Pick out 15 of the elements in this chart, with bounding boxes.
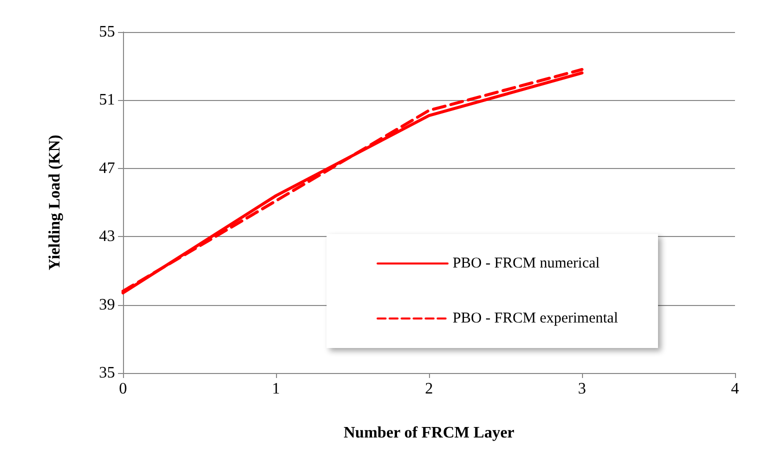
y-tick-label: 55 bbox=[99, 24, 115, 40]
x-tick-label: 4 bbox=[731, 380, 739, 398]
x-tick-label: 2 bbox=[425, 380, 433, 398]
y-axis-title: Yielding Load (KN) bbox=[46, 134, 64, 270]
y-tick-label: 51 bbox=[99, 92, 115, 109]
x-tick-label: 0 bbox=[119, 380, 127, 398]
x-tick-label: 3 bbox=[578, 380, 586, 398]
y-tick-label: 35 bbox=[99, 364, 115, 382]
legend-label: PBO - FRCM experimental bbox=[452, 310, 618, 326]
x-tick-label: 1 bbox=[272, 380, 280, 398]
legend-label: PBO - FRCM numerical bbox=[452, 256, 600, 272]
y-tick-label: 43 bbox=[99, 228, 115, 246]
y-tick-label: 47 bbox=[99, 160, 115, 177]
y-tick-label: 39 bbox=[99, 296, 115, 314]
x-axis-title: Number of FRCM Layer bbox=[344, 424, 514, 442]
